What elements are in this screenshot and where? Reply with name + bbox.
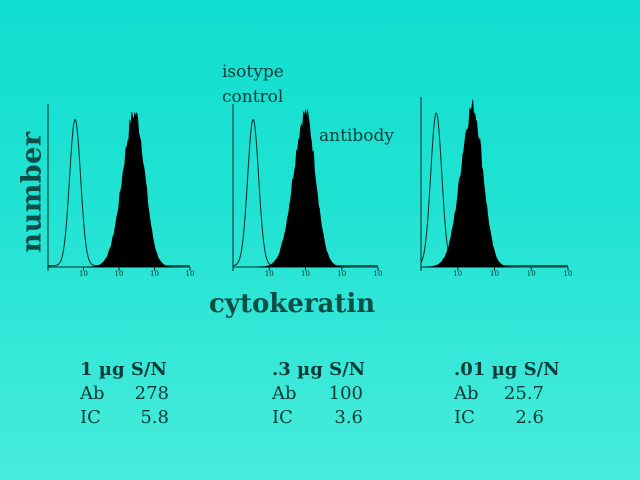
antibody-annotation: antibody [319, 126, 394, 146]
histogram-panel-1: 10 10 10 10 [47, 104, 195, 278]
panel-3-tick-label: 10 [453, 270, 462, 278]
panel-3-stats: .01 µg S/N Ab 25.7 IC 2.6 [454, 358, 560, 430]
panel-3-isotype-control-curve [420, 112, 568, 267]
isotype-control-annotation-line2: control [222, 87, 284, 107]
panel-2-ic-value: 3.6 [334, 407, 363, 428]
panel-3-tick-label: 10 [490, 270, 499, 278]
panel-2-stats: .3 µg S/N Ab 100 IC 3.6 [272, 358, 366, 430]
ic-label: IC [80, 407, 101, 428]
histogram-panel-3: 10 10 10 10 [420, 97, 573, 278]
panel-1-tick-label: 10 [186, 270, 195, 278]
ab-label: Ab [80, 383, 105, 404]
panel-1-condition: 1 µg S/N [80, 359, 167, 380]
panel-1-ic-value: 5.8 [140, 407, 169, 428]
x-axis-label: cytokeratin [209, 289, 376, 319]
panel-2-tick-label: 10 [337, 270, 346, 278]
panel-3-tick-label: 10 [527, 270, 536, 278]
panel-3-antibody-histogram [424, 99, 517, 268]
panel-2-tick-label: 10 [301, 270, 310, 278]
panel-2-condition: .3 µg S/N [272, 359, 366, 380]
isotype-control-annotation-line1: isotype [222, 62, 284, 82]
ic-label: IC [272, 407, 293, 428]
panel-1-tick-label: 10 [115, 270, 124, 278]
ab-label: Ab [454, 383, 479, 404]
ic-label: IC [454, 407, 475, 428]
panel-3-tick-label: 10 [564, 270, 573, 278]
panel-3-ab-value: 25.7 [503, 383, 544, 404]
panel-1-ab-value: 278 [134, 383, 169, 404]
panel-1-tick-label: 10 [150, 270, 159, 278]
ab-label: Ab [272, 383, 297, 404]
y-axis-label: number [16, 131, 48, 253]
panel-1-tick-label: 10 [79, 270, 88, 278]
panel-2-ab-value: 100 [328, 383, 363, 404]
panel-3-ic-value: 2.6 [515, 407, 544, 428]
panel-1-stats: 1 µg S/N Ab 278 IC 5.8 [80, 358, 169, 430]
histogram-panel-2: 10 10 10 10 [232, 104, 383, 278]
panel-3-condition: .01 µg S/N [454, 359, 560, 380]
panel-1-antibody-histogram [86, 111, 179, 268]
panel-2-tick-label: 10 [374, 270, 383, 278]
panel-2-antibody-histogram [257, 109, 350, 268]
panel-2-tick-label: 10 [265, 270, 274, 278]
